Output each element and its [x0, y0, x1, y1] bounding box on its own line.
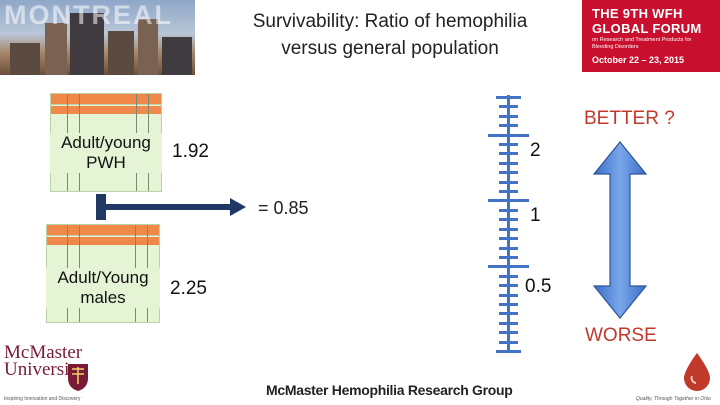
scale-tick	[499, 312, 518, 315]
pwh-label: Adult/young PWH	[50, 133, 162, 173]
forum-subtitle: on Research and Treatment Products for B…	[592, 37, 692, 50]
males-value: 2.25	[170, 278, 207, 299]
scale-tick	[499, 190, 518, 193]
mcmaster-wordmark: McMaster University	[4, 342, 85, 380]
blood-drop-icon	[684, 353, 710, 391]
table-header-row	[47, 225, 159, 235]
table-header-row	[51, 106, 161, 114]
table-header-row	[51, 94, 161, 104]
scale-tick	[499, 284, 518, 287]
scale-tick	[499, 275, 518, 278]
worse-label: WORSE	[585, 325, 657, 346]
montreal-banner-image: MONTREAL	[0, 0, 195, 75]
crest-icon	[68, 364, 88, 391]
males-label-line-2: males	[80, 288, 126, 307]
scale-tick	[499, 105, 518, 108]
males-label-line-1: Adult/Young	[57, 268, 149, 287]
scale-tick	[488, 134, 529, 137]
scale-label-low: 0.5	[525, 276, 552, 297]
scale-label-high: 2	[530, 140, 541, 161]
forum-dates: October 22 – 23, 2015	[592, 55, 685, 65]
scale-label-mid: 1	[530, 205, 541, 226]
banner-word: MONTREAL	[4, 0, 173, 30]
mcmaster-logo: McMaster University Inspiring Innovation…	[4, 342, 92, 402]
scale-tick	[496, 96, 521, 99]
table-header-row	[47, 237, 159, 245]
scale-tick	[499, 331, 518, 334]
forum-line-2: GLOBAL FORUM	[592, 21, 702, 36]
ratio-arrow	[96, 194, 246, 220]
scale-tick	[499, 143, 518, 146]
scale-tick	[499, 303, 518, 306]
scale-tick	[499, 162, 518, 165]
scale-tick	[499, 209, 518, 212]
scale-tick	[499, 256, 518, 259]
drop-tagline: Quality, Through Together in Ohio	[636, 396, 711, 402]
pwh-value: 1.92	[172, 141, 209, 162]
ratio-value: = 0.85	[258, 198, 309, 218]
wfh-forum-logo: THE 9TH WFH GLOBAL FORUM on Research and…	[582, 0, 720, 72]
scale-tick	[499, 171, 518, 174]
double-arrow-icon	[592, 141, 648, 319]
scale-tick	[488, 199, 529, 202]
scale-tick	[499, 152, 518, 155]
bracket-bar	[96, 194, 106, 220]
table-divider	[51, 104, 161, 105]
scale-tick	[499, 124, 518, 127]
mcmaster-tagline: Inspiring Innovation and Discovery	[4, 396, 81, 402]
scale-tick	[499, 218, 518, 221]
mcmaster-line-1: McMaster	[4, 342, 83, 363]
scale-tick	[499, 228, 518, 231]
scale-tick	[499, 322, 518, 325]
building-shape	[162, 37, 192, 75]
scale-tick	[499, 237, 518, 240]
forum-line-1: THE 9TH WFH	[592, 6, 683, 21]
building-shape	[10, 43, 40, 75]
building-shape	[138, 19, 158, 75]
research-group-name: McMaster Hemophilia Research Group	[266, 382, 513, 398]
building-shape	[45, 23, 67, 75]
scale-tick	[499, 294, 518, 297]
building-shape	[70, 13, 104, 75]
scale-tick	[499, 341, 518, 344]
arrow-head-icon	[230, 198, 246, 216]
title-line-1: Survivability: Ratio of hemophilia	[252, 11, 528, 32]
slide-title: Survivability: Ratio of hemophilia versu…	[205, 8, 575, 62]
pwh-label-line-1: Adult/young	[61, 133, 151, 152]
scale-tick	[499, 247, 518, 250]
scale-tick	[499, 115, 518, 118]
title-line-2: versus general population	[281, 38, 499, 59]
double-arrow-shape	[592, 141, 648, 319]
better-label: BETTER ?	[584, 108, 675, 129]
arrow-shaft	[106, 204, 230, 210]
scale-tick	[496, 350, 521, 353]
scale-tick	[499, 181, 518, 184]
table-divider	[47, 235, 159, 236]
mcmaster-line-2: University	[4, 359, 85, 380]
males-label: Adult/Young males	[46, 268, 160, 308]
scale-tick	[488, 265, 529, 268]
building-shape	[108, 31, 134, 75]
pwh-label-line-2: PWH	[86, 153, 126, 172]
scale-axis	[507, 95, 510, 353]
